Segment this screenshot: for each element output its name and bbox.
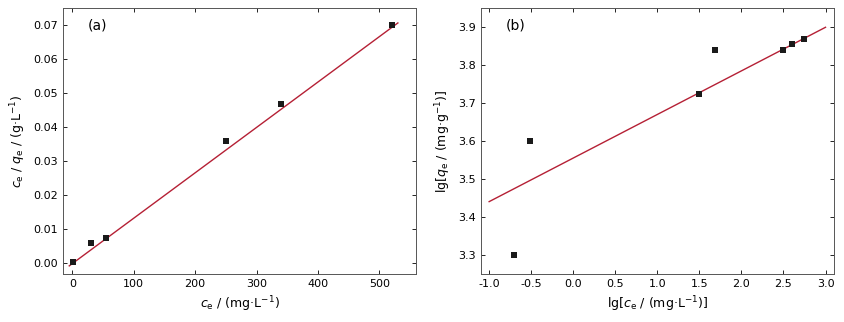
Point — [708, 47, 722, 52]
Point — [274, 101, 288, 106]
Y-axis label: $c_{\rm e}$ / $q_{\rm e}$ / (g·L$^{-1}$): $c_{\rm e}$ / $q_{\rm e}$ / (g·L$^{-1}$) — [8, 94, 28, 188]
Y-axis label: lg[$q_{\rm e}$ / (mg·g$^{-1}$)]: lg[$q_{\rm e}$ / (mg·g$^{-1}$)] — [433, 90, 452, 193]
Point — [776, 47, 789, 52]
X-axis label: lg[$c_{\rm e}$ / (mg·L$^{-1}$)]: lg[$c_{\rm e}$ / (mg·L$^{-1}$)] — [607, 294, 708, 314]
Point — [66, 259, 79, 264]
X-axis label: $c_{\rm e}$ / (mg·L$^{-1}$): $c_{\rm e}$ / (mg·L$^{-1}$) — [200, 294, 279, 314]
Point — [693, 91, 706, 96]
Point — [522, 138, 536, 144]
Point — [219, 138, 233, 144]
Point — [507, 252, 521, 257]
Text: (a): (a) — [88, 19, 107, 33]
Text: (b): (b) — [506, 19, 525, 33]
Point — [385, 23, 398, 28]
Point — [100, 235, 113, 241]
Point — [84, 241, 98, 246]
Point — [797, 36, 810, 41]
Point — [785, 42, 798, 47]
